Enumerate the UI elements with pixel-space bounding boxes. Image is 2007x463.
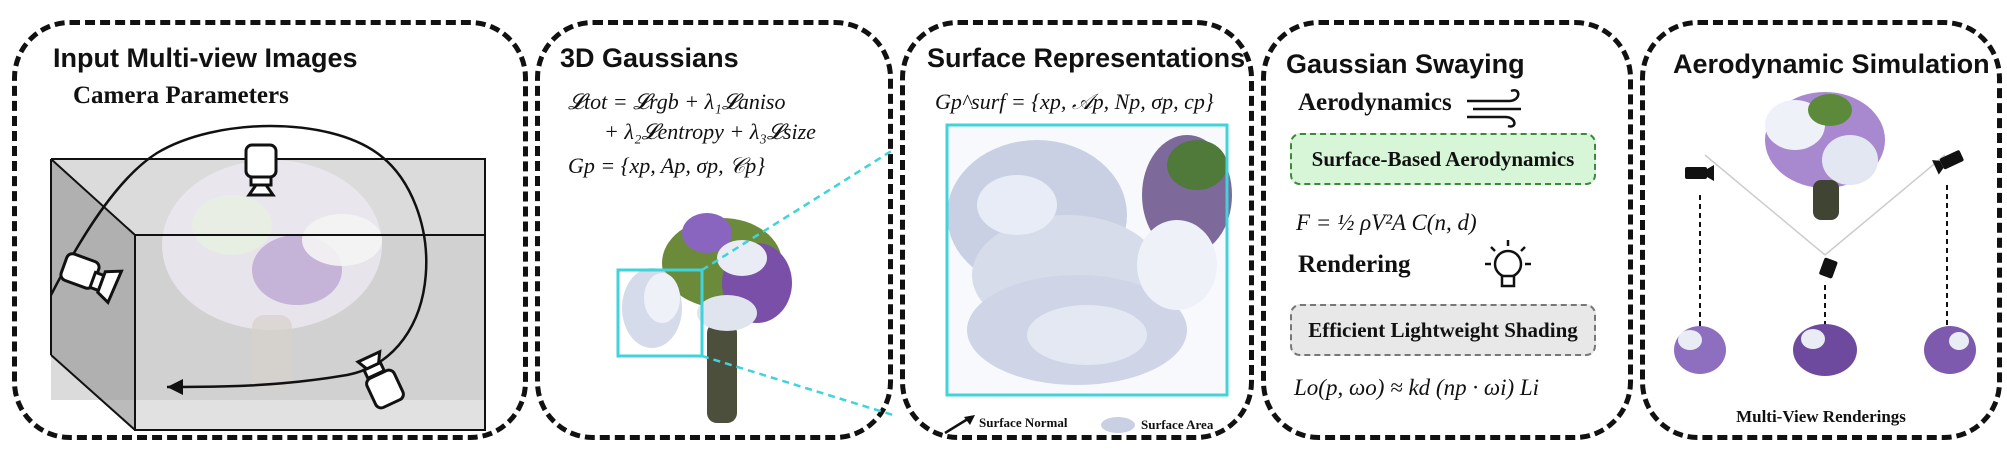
panel-title: 3D Gaussians — [560, 43, 739, 73]
force-equation: F = ½ ρV²A C(n, d) — [1296, 210, 1477, 235]
rendering-equation: Lo(p, ωo) ≈ kd (np · ωi) Li — [1294, 375, 1540, 400]
surface-gaussian-definition: Gp^surf = {xp, 𝒜p, Np, σp, cp} — [935, 89, 1214, 114]
panel-surface: Surface Representations Gp^surf = {xp, 𝒜… — [900, 20, 1254, 440]
panel-simulation: Aerodynamic Simulation Multi-View Render… — [1640, 20, 2002, 440]
rendering-label: Rendering — [1298, 251, 1411, 278]
camera-icon — [1819, 257, 1838, 279]
camera-icon — [355, 349, 405, 410]
input-scene-illustration — [49, 124, 486, 431]
gaussian-definition: Gp = {xp, Ap, σp, 𝒞p} — [568, 153, 766, 178]
surface-normal-arrow-icon — [944, 415, 975, 435]
panel-input: Input Multi-view Images Camera Parameter… — [12, 20, 528, 440]
wind-icon — [1467, 89, 1521, 128]
zoom-connector-lines — [701, 148, 894, 417]
camera-icon — [1685, 165, 1714, 181]
camera-icon — [1932, 150, 1964, 175]
panel-swaying: Gaussian Swaying Aerodynamics Surface-Ba… — [1261, 20, 1633, 440]
simulation-caption: Multi-View Renderings — [1736, 407, 1906, 426]
panel-title: Surface Representations — [927, 43, 1246, 73]
panel-title: Input Multi-view Images — [53, 43, 358, 73]
panel-gaussians: 3D Gaussians 𝓛tot = 𝓛rgb + λ₁𝓛aniso + λ₂… — [535, 20, 894, 440]
surface-area-swatch-icon — [1101, 417, 1135, 433]
simulation-setup-illustration — [1674, 92, 1976, 376]
camera-icon — [59, 252, 124, 306]
panel-title: Gaussian Swaying — [1286, 49, 1525, 79]
lightweight-shading-box: Efficient Lightweight Shading — [1290, 304, 1596, 356]
loss-equation-line-1: 𝓛tot = 𝓛rgb + λ₁𝓛aniso — [568, 89, 786, 114]
camera-icon — [244, 143, 278, 197]
gaussian-bouquet-render — [616, 213, 792, 423]
surface-aerodynamics-box: Surface-Based Aerodynamics — [1290, 133, 1596, 185]
surface-zoom-view — [945, 123, 1232, 397]
loss-equation-line-2: + λ₂𝓛entropy + λ₃𝓛size — [604, 119, 816, 144]
panel-subtitle: Camera Parameters — [73, 82, 289, 109]
aerodynamics-label: Aerodynamics — [1298, 89, 1452, 116]
panel-title: Aerodynamic Simulation — [1673, 49, 1990, 79]
legend-surface-area: Surface Area — [1141, 417, 1214, 432]
lightbulb-icon — [1485, 240, 1531, 288]
legend-surface-normal: Surface Normal — [979, 415, 1068, 430]
